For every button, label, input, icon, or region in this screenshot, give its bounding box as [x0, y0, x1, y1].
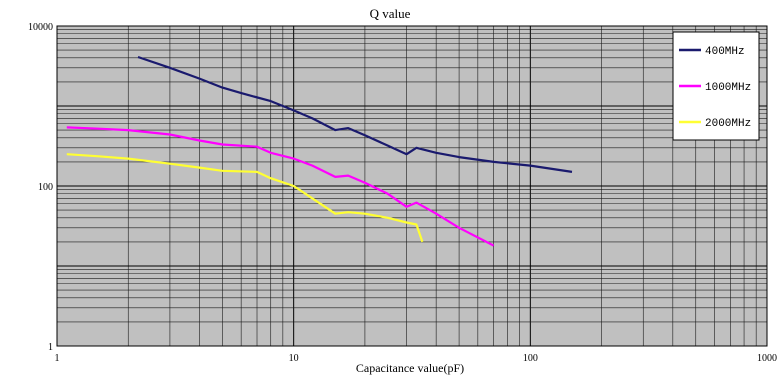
plot-area — [56, 25, 768, 347]
legend-items: 400MHz 1000MHz 2000MHz — [679, 46, 751, 130]
series-line-400mhz — [137, 55, 573, 173]
series-line-2000mhz — [66, 153, 424, 243]
grid-lines — [56, 26, 767, 347]
plot-border — [56, 25, 768, 347]
y-tick-label: 1 — [48, 342, 53, 353]
legend: 400MHz 1000MHz 2000MHz — [672, 31, 760, 141]
x-tick-label: 10 — [289, 353, 299, 364]
x-axis-label: Capacitance value(pF) — [356, 361, 464, 375]
x-tick-label: 100 — [523, 353, 538, 364]
legend-label: 400MHz — [705, 46, 745, 58]
legend-label: 1000MHz — [705, 82, 751, 94]
x-tick-label: 1 — [55, 353, 60, 364]
legend-label: 2000MHz — [705, 118, 751, 130]
series-line-1000mhz — [66, 126, 495, 247]
x-tick-label: 1000 — [757, 353, 777, 364]
y-axis-ticks: 1 100 10000 — [28, 22, 53, 353]
x-axis-ticks: 1 10 100 1000 — [55, 353, 778, 364]
y-tick-label: 100 — [38, 182, 53, 193]
series-lines — [66, 55, 573, 247]
y-tick-label: 10000 — [28, 22, 53, 33]
chart-title: Q value — [370, 6, 411, 21]
